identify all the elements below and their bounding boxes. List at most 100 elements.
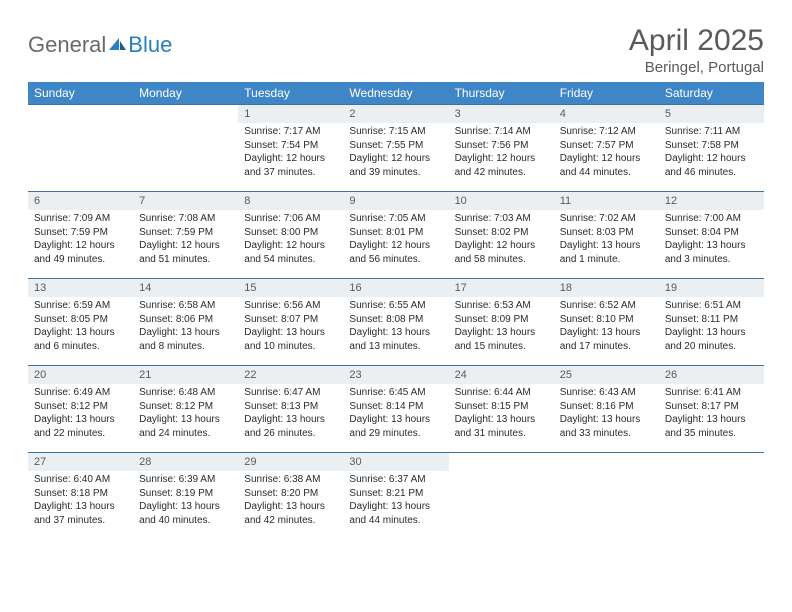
daylight-text: Daylight: 12 hours and 49 minutes. <box>34 239 127 266</box>
sunrise-text: Sunrise: 7:14 AM <box>455 125 548 139</box>
sunset-text: Sunset: 8:01 PM <box>349 226 442 240</box>
sunrise-text: Sunrise: 6:39 AM <box>139 473 232 487</box>
sunset-text: Sunset: 8:02 PM <box>455 226 548 240</box>
calendar-table: SundayMondayTuesdayWednesdayThursdayFrid… <box>28 82 764 539</box>
daylight-text: Daylight: 12 hours and 39 minutes. <box>349 152 442 179</box>
weekday-header: Tuesday <box>238 82 343 105</box>
sunset-text: Sunset: 8:21 PM <box>349 487 442 501</box>
day-number-cell <box>133 105 238 124</box>
sunrise-text: Sunrise: 7:11 AM <box>665 125 758 139</box>
day-content-cell <box>449 471 554 539</box>
day-number-cell: 3 <box>449 105 554 124</box>
day-content-cell: Sunrise: 6:52 AMSunset: 8:10 PMDaylight:… <box>554 297 659 366</box>
day-content-cell: Sunrise: 6:45 AMSunset: 8:14 PMDaylight:… <box>343 384 448 453</box>
sunrise-text: Sunrise: 6:55 AM <box>349 299 442 313</box>
sunset-text: Sunset: 8:10 PM <box>560 313 653 327</box>
daylight-text: Daylight: 13 hours and 40 minutes. <box>139 500 232 527</box>
day-content-cell: Sunrise: 6:47 AMSunset: 8:13 PMDaylight:… <box>238 384 343 453</box>
daylight-text: Daylight: 13 hours and 42 minutes. <box>244 500 337 527</box>
sunrise-text: Sunrise: 6:41 AM <box>665 386 758 400</box>
daylight-text: Daylight: 12 hours and 37 minutes. <box>244 152 337 179</box>
sunrise-text: Sunrise: 6:48 AM <box>139 386 232 400</box>
logo: General Blue <box>28 24 172 58</box>
sunset-text: Sunset: 8:00 PM <box>244 226 337 240</box>
day-number-cell: 24 <box>449 366 554 385</box>
day-content-row: Sunrise: 6:59 AMSunset: 8:05 PMDaylight:… <box>28 297 764 366</box>
day-number-cell: 15 <box>238 279 343 298</box>
day-content-cell: Sunrise: 6:53 AMSunset: 8:09 PMDaylight:… <box>449 297 554 366</box>
day-content-cell: Sunrise: 6:55 AMSunset: 8:08 PMDaylight:… <box>343 297 448 366</box>
day-number-cell: 20 <box>28 366 133 385</box>
sunset-text: Sunset: 8:19 PM <box>139 487 232 501</box>
sunset-text: Sunset: 8:18 PM <box>34 487 127 501</box>
sunrise-text: Sunrise: 6:37 AM <box>349 473 442 487</box>
sunrise-text: Sunrise: 6:49 AM <box>34 386 127 400</box>
daylight-text: Daylight: 12 hours and 56 minutes. <box>349 239 442 266</box>
sunset-text: Sunset: 8:12 PM <box>139 400 232 414</box>
sunrise-text: Sunrise: 6:53 AM <box>455 299 548 313</box>
day-number-cell: 27 <box>28 453 133 472</box>
sunset-text: Sunset: 8:14 PM <box>349 400 442 414</box>
sunrise-text: Sunrise: 7:17 AM <box>244 125 337 139</box>
day-number-cell <box>554 453 659 472</box>
day-number-cell: 26 <box>659 366 764 385</box>
day-number-row: 6789101112 <box>28 192 764 211</box>
day-content-cell <box>133 123 238 192</box>
sunset-text: Sunset: 8:05 PM <box>34 313 127 327</box>
day-number-row: 27282930 <box>28 453 764 472</box>
day-content-cell: Sunrise: 7:00 AMSunset: 8:04 PMDaylight:… <box>659 210 764 279</box>
month-title: April 2025 <box>629 24 764 57</box>
day-content-cell: Sunrise: 7:17 AMSunset: 7:54 PMDaylight:… <box>238 123 343 192</box>
header-row: General Blue April 2025 Beringel, Portug… <box>28 24 764 76</box>
sunrise-text: Sunrise: 6:38 AM <box>244 473 337 487</box>
daylight-text: Daylight: 13 hours and 3 minutes. <box>665 239 758 266</box>
weekday-header: Monday <box>133 82 238 105</box>
sunrise-text: Sunrise: 6:56 AM <box>244 299 337 313</box>
daylight-text: Daylight: 13 hours and 22 minutes. <box>34 413 127 440</box>
sunset-text: Sunset: 7:56 PM <box>455 139 548 153</box>
sunrise-text: Sunrise: 7:12 AM <box>560 125 653 139</box>
day-number-cell: 16 <box>343 279 448 298</box>
day-content-cell: Sunrise: 7:06 AMSunset: 8:00 PMDaylight:… <box>238 210 343 279</box>
day-number-cell: 11 <box>554 192 659 211</box>
daylight-text: Daylight: 13 hours and 33 minutes. <box>560 413 653 440</box>
day-content-cell: Sunrise: 6:44 AMSunset: 8:15 PMDaylight:… <box>449 384 554 453</box>
weekday-header: Thursday <box>449 82 554 105</box>
day-content-cell: Sunrise: 6:38 AMSunset: 8:20 PMDaylight:… <box>238 471 343 539</box>
logo-first: General <box>28 32 106 58</box>
day-number-cell: 10 <box>449 192 554 211</box>
daylight-text: Daylight: 13 hours and 15 minutes. <box>455 326 548 353</box>
day-number-cell: 30 <box>343 453 448 472</box>
daylight-text: Daylight: 12 hours and 42 minutes. <box>455 152 548 179</box>
daylight-text: Daylight: 13 hours and 31 minutes. <box>455 413 548 440</box>
sunset-text: Sunset: 7:59 PM <box>34 226 127 240</box>
day-number-cell: 23 <box>343 366 448 385</box>
sunset-text: Sunset: 8:17 PM <box>665 400 758 414</box>
daylight-text: Daylight: 13 hours and 26 minutes. <box>244 413 337 440</box>
daylight-text: Daylight: 12 hours and 44 minutes. <box>560 152 653 179</box>
weekday-header: Friday <box>554 82 659 105</box>
day-number-cell: 29 <box>238 453 343 472</box>
sunset-text: Sunset: 8:13 PM <box>244 400 337 414</box>
day-number-cell: 12 <box>659 192 764 211</box>
sunrise-text: Sunrise: 6:58 AM <box>139 299 232 313</box>
day-content-cell: Sunrise: 6:48 AMSunset: 8:12 PMDaylight:… <box>133 384 238 453</box>
sunset-text: Sunset: 7:59 PM <box>139 226 232 240</box>
day-content-cell <box>554 471 659 539</box>
sunset-text: Sunset: 8:04 PM <box>665 226 758 240</box>
daylight-text: Daylight: 13 hours and 6 minutes. <box>34 326 127 353</box>
daylight-text: Daylight: 12 hours and 54 minutes. <box>244 239 337 266</box>
day-content-cell: Sunrise: 6:40 AMSunset: 8:18 PMDaylight:… <box>28 471 133 539</box>
logo-second: Blue <box>128 32 172 58</box>
day-content-row: Sunrise: 6:40 AMSunset: 8:18 PMDaylight:… <box>28 471 764 539</box>
sail-icon <box>107 36 127 52</box>
calendar-head: SundayMondayTuesdayWednesdayThursdayFrid… <box>28 82 764 105</box>
day-number-cell: 22 <box>238 366 343 385</box>
day-content-cell: Sunrise: 7:03 AMSunset: 8:02 PMDaylight:… <box>449 210 554 279</box>
day-number-cell: 17 <box>449 279 554 298</box>
day-content-cell: Sunrise: 7:05 AMSunset: 8:01 PMDaylight:… <box>343 210 448 279</box>
day-content-cell: Sunrise: 7:09 AMSunset: 7:59 PMDaylight:… <box>28 210 133 279</box>
location: Beringel, Portugal <box>629 59 764 76</box>
daylight-text: Daylight: 13 hours and 37 minutes. <box>34 500 127 527</box>
sunset-text: Sunset: 8:16 PM <box>560 400 653 414</box>
